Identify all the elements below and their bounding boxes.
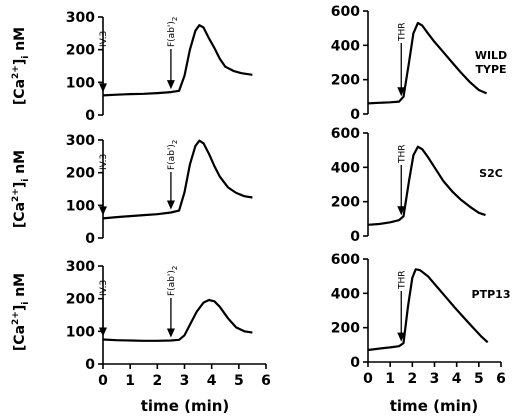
panel-4-y-tick-label: 600 [331,126,360,142]
panel-5-arrow-head [166,328,175,338]
panel-5-y-tick-label: 200 [66,292,95,308]
panel-1-y-tick-label: 0 [85,108,95,124]
panel-5-x-tick-label: 0 [98,373,108,389]
panel-6-series-line-1 [367,268,489,352]
panel-1-annotation-label: IV.3 [99,31,109,47]
panel-3-series-line-1 [102,139,253,220]
panel-4-y-tick-label: 200 [331,195,360,211]
panel-1-annotation-label: F(ab')2 [167,17,179,47]
panel-4-y-tick-label: 0 [350,229,360,245]
panel-6-y-tick-label: 200 [331,321,360,337]
x-axis-label-2: time (min) [390,397,479,415]
panel-5-series-line-1 [102,298,253,342]
panel-3-y-tick-label: 300 [66,133,95,149]
panel-4-y-tick-label: 400 [331,160,360,176]
panel-2-series-line-1 [367,21,488,105]
row-label-1: TYPE [475,63,506,76]
panel-2-y-tick-label: 200 [331,73,360,89]
panel-3-annotation-label: F(ab')2 [167,140,179,170]
panel-4-series-line-1 [367,145,486,226]
panel-6-y-tick-label: 0 [350,355,360,371]
panel-6-annotation-label: THR [397,270,407,290]
panel-1-arrow-head [99,83,107,93]
row-label-1: WILD [475,49,507,62]
panel-2-annotation-label: THR [397,22,407,42]
panel-5-x-tick-label: 3 [180,373,190,389]
y-axis-label-row-3: [Ca2+]i nM [11,273,31,351]
panel-1-y-tick-label: 200 [66,43,95,59]
panel-1-y-tick-label: 100 [66,75,95,91]
panel-2-arrow-head [397,87,406,97]
panel-6-x-tick-label: 2 [407,371,417,387]
panel-2-y-tick-label: 400 [331,38,360,54]
panel-6-x-tick-label: 5 [474,371,484,387]
row-label-2: S2C [479,167,503,180]
panel-4-arrow-head [397,206,406,216]
panel-2-y-tick-label: 0 [350,107,360,123]
panel-5-annotation-label: IV.3 [99,280,109,296]
panel-6-arrow-head [397,332,406,342]
y-axis-label-row-1: [Ca2+]i nM [11,27,31,105]
panel-2-y-tick-label: 600 [331,4,360,20]
panel-5-x-tick-label: 5 [234,373,244,389]
panel-3-annotation-label: IV.3 [99,154,109,170]
panel-1-arrow-head [166,80,175,90]
panel-5-y-tick-label: 100 [66,324,95,340]
panel-5-x-tick-label: 1 [125,373,135,389]
panel-3-arrow-head [166,200,175,210]
panel-5-x-tick-label: 2 [152,373,162,389]
panel-3-y-tick-label: 0 [85,231,95,247]
panel-6-x-tick-label: 4 [452,371,462,387]
panel-1-y-tick-label: 300 [66,10,95,26]
panel-5-y-tick-label: 0 [85,357,95,373]
panel-6-x-tick-label: 3 [430,371,440,387]
panel-5-arrow-head [99,327,107,337]
panel-3-arrow-head [99,206,107,216]
panel-6-x-tick-label: 6 [496,371,506,387]
panel-5-x-tick-label: 4 [207,373,217,389]
panel-3-y-tick-label: 200 [66,166,95,182]
x-axis-label-1: time (min) [141,397,230,415]
panel-6-y-tick-label: 400 [331,286,360,302]
panel-6-x-tick-label: 0 [363,371,373,387]
panel-3-y-tick-label: 100 [66,198,95,214]
panel-6-y-tick-label: 600 [331,252,360,268]
row-label-3: PTP13 [472,288,511,301]
panel-4-annotation-label: THR [397,144,407,164]
y-axis-label-row-2: [Ca2+]i nM [11,150,31,228]
panel-1-series-line-1 [102,24,253,97]
panel-5-x-tick-label: 6 [261,373,271,389]
panel-5-y-tick-label: 300 [66,259,95,275]
panel-5-annotation-label: F(ab')2 [167,266,179,296]
panel-6-x-tick-label: 1 [385,371,395,387]
